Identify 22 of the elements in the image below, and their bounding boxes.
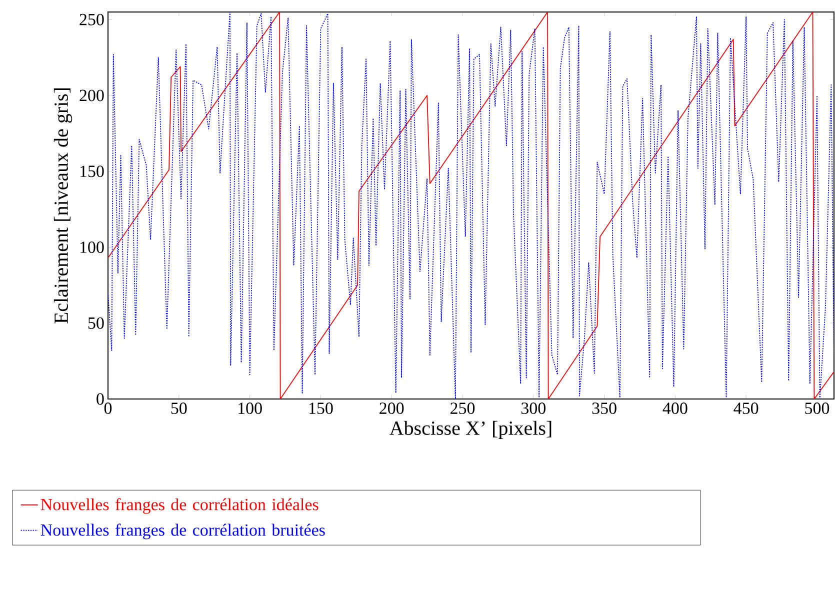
x-tick-label: 250 bbox=[450, 402, 475, 414]
y-tick-label: 250 bbox=[80, 14, 104, 26]
x-axis-title: Abscisse X’ [pixels] bbox=[390, 420, 552, 439]
y-tick-label: 150 bbox=[80, 166, 104, 178]
y-axis-title: Eclairement [niveaux de gris] bbox=[54, 88, 72, 324]
x-tick-label: 450 bbox=[734, 402, 758, 414]
x-tick-label: 350 bbox=[592, 402, 616, 414]
x-tick-label: 300 bbox=[521, 402, 546, 414]
legend-label: Nouvelles franges de corrélation idéales bbox=[40, 498, 318, 514]
x-tick-label: 200 bbox=[380, 402, 404, 414]
y-tick-label: 50 bbox=[88, 317, 104, 329]
x-tick-label: 400 bbox=[662, 402, 688, 414]
y-tick-label: 0 bbox=[96, 393, 104, 405]
line-series bbox=[108, 12, 834, 399]
x-tick-label: 0 bbox=[104, 402, 112, 414]
y-tick-label: 200 bbox=[80, 90, 104, 102]
x-tick-label: 150 bbox=[309, 402, 333, 414]
y-tick-label: 100 bbox=[80, 241, 104, 253]
x-tick-label: 50 bbox=[171, 402, 187, 414]
x-tick-label: 100 bbox=[238, 402, 262, 414]
legend-label: Nouvelles franges de corrélation bruitées bbox=[40, 524, 325, 540]
x-tick-label: 500 bbox=[805, 402, 830, 414]
